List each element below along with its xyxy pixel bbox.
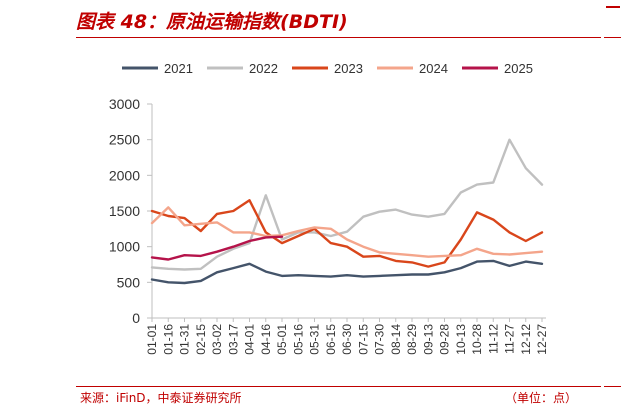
x-tick-label: 11-12 (486, 324, 500, 354)
y-tick-label: 0 (132, 310, 140, 326)
x-tick-label: 05-01 (275, 324, 289, 355)
x-tick-label: 09-13 (421, 324, 435, 355)
y-tick-label: 1500 (109, 203, 140, 219)
legend-label-2024: 2024 (419, 61, 448, 76)
footer-divider-right (604, 386, 621, 387)
x-tick-label: 07-15 (356, 324, 370, 355)
x-tick-label: 01-01 (145, 324, 159, 355)
x-tick-label: 03-17 (226, 324, 240, 355)
y-tick-label: 500 (117, 274, 141, 290)
x-tick-label: 04-01 (243, 324, 257, 355)
x-tick-label: 10-28 (470, 324, 484, 355)
x-tick-label: 07-30 (373, 324, 387, 355)
x-tick-label: 11-27 (503, 324, 517, 354)
x-tick-label: 02-15 (194, 324, 208, 355)
legend-label-2023: 2023 (334, 61, 363, 76)
series-line-2023 (150, 199, 544, 268)
footer-divider (76, 386, 601, 387)
x-tick-label: 05-31 (308, 324, 322, 355)
x-tick-label: 06-15 (324, 324, 338, 355)
legend-label-2021: 2021 (164, 61, 193, 76)
x-tick-label: 09-28 (438, 324, 452, 355)
chart-title: 图表 48：原油运输指数(BDTI) (76, 11, 348, 33)
title-row: 图表 48：原油运输指数(BDTI) (76, 8, 576, 36)
x-tick-label: 06-30 (340, 324, 354, 355)
source-note: 来源：iFinD，中泰证券研究所 (80, 391, 242, 405)
edge-mark (606, 6, 620, 8)
x-tick-label: 03-02 (210, 324, 224, 355)
x-tick-label: 08-29 (405, 324, 419, 355)
series-line-2025 (150, 235, 284, 261)
title-divider-right (604, 37, 621, 38)
x-tick-label: 08-14 (389, 324, 403, 355)
y-tick-label: 2000 (109, 167, 140, 183)
x-tick-label: 01-31 (178, 324, 192, 355)
y-tick-label: 3000 (109, 96, 140, 112)
x-tick-label: 10-13 (454, 324, 468, 355)
x-tick-label: 12-27 (535, 324, 549, 355)
title-divider (76, 37, 601, 38)
x-tick-label: 12-12 (519, 324, 533, 355)
series-line-2024 (150, 206, 544, 258)
y-tick-label: 2500 (109, 132, 140, 148)
series-line-2022 (150, 138, 544, 271)
legend-label-2025: 2025 (504, 61, 533, 76)
x-tick-label: 04-16 (259, 324, 273, 355)
x-tick-label: 05-16 (291, 324, 305, 355)
x-tick-label: 01-16 (161, 324, 175, 355)
unit-note: （单位：点） (504, 391, 577, 405)
legend-label-2022: 2022 (249, 61, 278, 76)
y-tick-label: 1000 (109, 239, 140, 255)
series-line-2021 (150, 259, 544, 285)
